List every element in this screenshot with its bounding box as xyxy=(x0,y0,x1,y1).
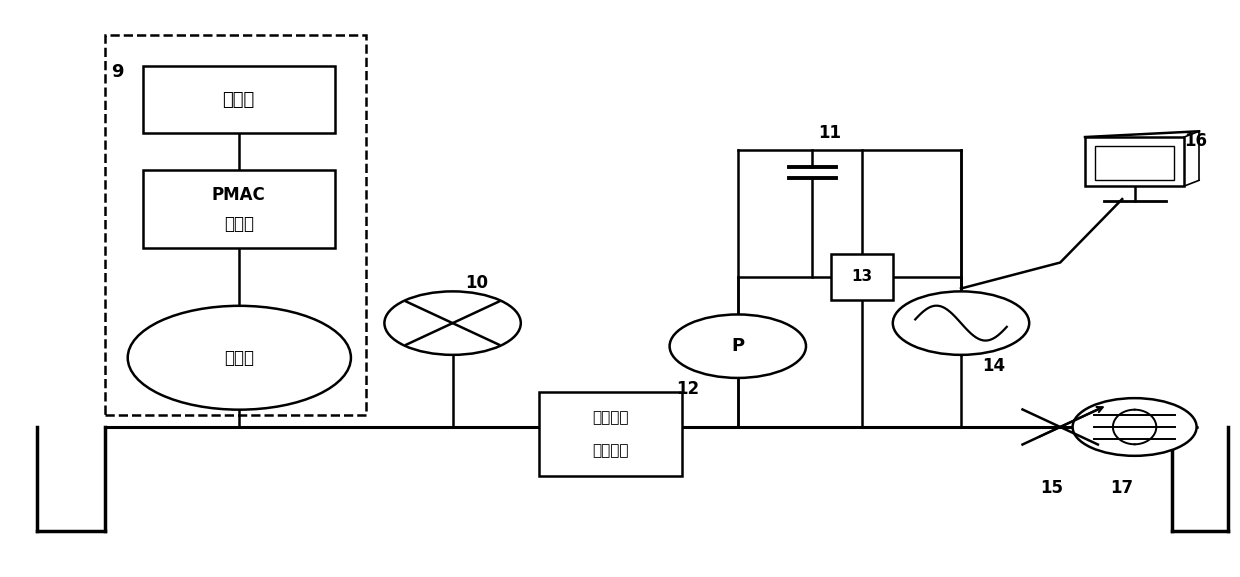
Text: 直驱泵: 直驱泵 xyxy=(224,349,254,367)
Text: 9: 9 xyxy=(112,63,124,81)
Bar xyxy=(539,392,682,476)
Bar xyxy=(1095,146,1174,180)
Text: 13: 13 xyxy=(851,269,873,284)
Text: 15: 15 xyxy=(1040,478,1063,497)
Text: 16: 16 xyxy=(1184,132,1208,151)
Text: 控制器: 控制器 xyxy=(223,215,254,233)
Circle shape xyxy=(384,291,521,355)
Bar xyxy=(1085,137,1184,186)
Circle shape xyxy=(1073,398,1197,456)
Bar xyxy=(143,170,335,248)
Circle shape xyxy=(893,291,1029,355)
Text: 衰减装置: 衰减装置 xyxy=(593,443,629,458)
Bar xyxy=(831,254,893,300)
Bar xyxy=(143,66,335,133)
Text: PMAC: PMAC xyxy=(212,186,265,204)
Text: P: P xyxy=(732,337,744,355)
Text: 10: 10 xyxy=(465,273,489,292)
Circle shape xyxy=(128,306,351,410)
Text: 12: 12 xyxy=(677,380,699,399)
Text: 14: 14 xyxy=(982,357,1006,376)
Circle shape xyxy=(670,314,806,378)
Text: 11: 11 xyxy=(818,123,842,142)
Text: 上位机: 上位机 xyxy=(222,91,255,108)
Text: 17: 17 xyxy=(1111,478,1133,497)
Text: 脉动压力: 脉动压力 xyxy=(593,411,629,425)
Bar xyxy=(105,35,366,415)
